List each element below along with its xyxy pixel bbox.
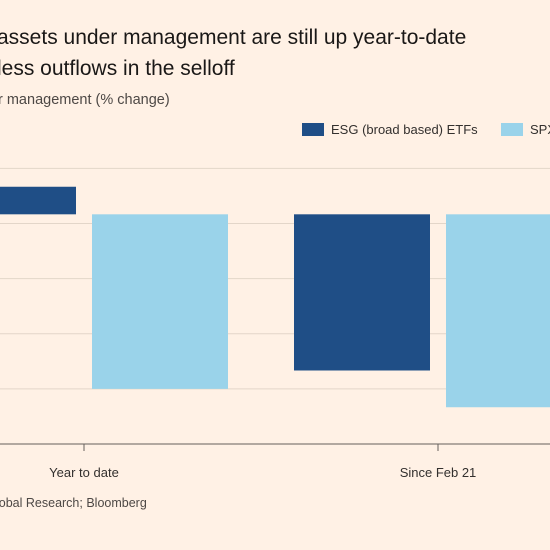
source-note: lobal Research; Bloomberg — [0, 496, 147, 510]
bar-esg-since-feb-21 — [294, 214, 430, 370]
bar-spx-since-feb-21 — [446, 214, 550, 407]
bar-esg-year-to-date — [0, 187, 76, 215]
x-tick-label: Year to date — [49, 465, 119, 480]
x-tick-label: Since Feb 21 — [400, 465, 477, 480]
bar-spx-year-to-date — [92, 214, 228, 389]
